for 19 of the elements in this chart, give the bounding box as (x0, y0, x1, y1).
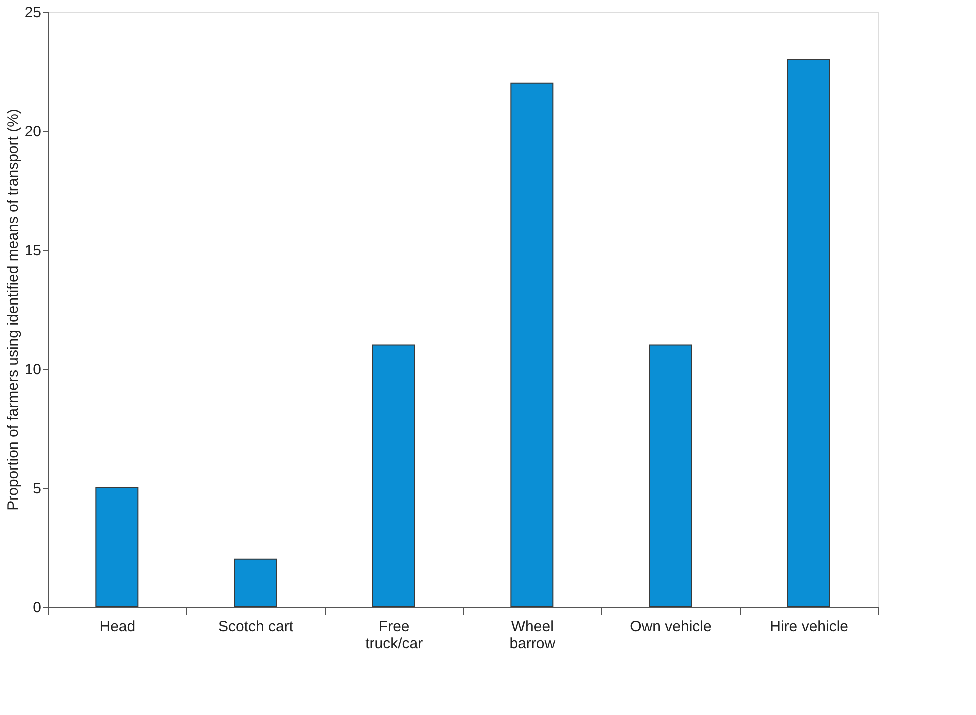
bar (649, 344, 692, 608)
x-tick-label: Head (100, 618, 136, 636)
x-tick-label: Own vehicle (630, 618, 712, 636)
x-tick-label: Wheel barrow (510, 618, 556, 652)
y-tick-label: 20 (24, 124, 42, 140)
y-tick-label: 25 (24, 4, 42, 22)
bar (510, 82, 554, 608)
x-tick-label: Scotch cart (218, 618, 294, 636)
bar (372, 344, 416, 608)
x-tick-label: Free truck/car (366, 618, 424, 652)
y-tick-label: 5 (33, 480, 42, 498)
bar (787, 59, 830, 608)
y-tick-label: 15 (24, 242, 42, 260)
bar (234, 558, 277, 608)
x-tick-label: Hire vehicle (770, 618, 849, 636)
y-tick-label: 0 (33, 600, 42, 616)
y-axis-title: Proportion of farmers using identified means of transport (%) (4, 109, 22, 511)
y-tick-label: 10 (24, 362, 42, 378)
bar (96, 488, 139, 608)
